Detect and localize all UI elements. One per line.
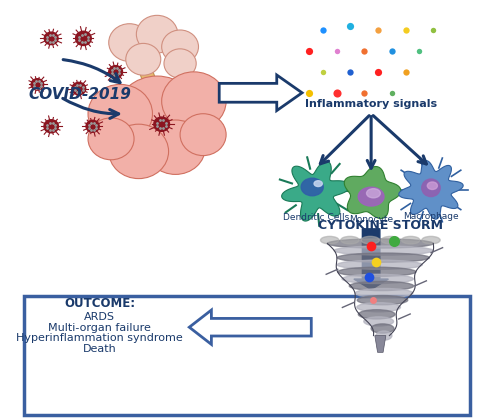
Circle shape (145, 120, 205, 174)
Ellipse shape (355, 289, 413, 298)
Polygon shape (219, 75, 302, 110)
Ellipse shape (422, 179, 440, 197)
Ellipse shape (381, 236, 400, 244)
Text: Death: Death (83, 344, 117, 354)
Circle shape (180, 114, 226, 155)
Ellipse shape (314, 181, 323, 186)
Text: Multi-organ failure: Multi-organ failure (48, 323, 151, 333)
Ellipse shape (422, 236, 440, 244)
Polygon shape (344, 166, 401, 218)
Circle shape (86, 120, 99, 132)
Polygon shape (282, 161, 350, 221)
Text: COVID-2019: COVID-2019 (28, 87, 131, 102)
Circle shape (109, 24, 150, 61)
Ellipse shape (371, 324, 394, 333)
Text: ARDS: ARDS (84, 312, 115, 322)
Circle shape (126, 43, 161, 75)
Circle shape (31, 79, 44, 90)
FancyBboxPatch shape (24, 296, 470, 415)
Ellipse shape (321, 236, 339, 244)
Ellipse shape (427, 182, 437, 189)
Ellipse shape (358, 187, 384, 206)
Text: Monocyte: Monocyte (349, 215, 393, 224)
Circle shape (72, 82, 86, 95)
Circle shape (109, 66, 122, 78)
Circle shape (75, 31, 91, 45)
Text: CYTOKINE STORM: CYTOKINE STORM (318, 219, 443, 232)
Polygon shape (125, 34, 159, 89)
Ellipse shape (357, 296, 408, 305)
Ellipse shape (367, 189, 380, 198)
Circle shape (162, 30, 199, 63)
Circle shape (136, 16, 178, 53)
Ellipse shape (341, 236, 359, 244)
Circle shape (88, 84, 153, 143)
Ellipse shape (337, 253, 429, 262)
Ellipse shape (361, 236, 379, 244)
Ellipse shape (342, 274, 413, 284)
Text: Dendritic Cells: Dendritic Cells (283, 213, 349, 223)
Ellipse shape (376, 331, 392, 340)
Circle shape (154, 117, 169, 131)
Circle shape (164, 49, 196, 78)
Polygon shape (189, 310, 312, 344)
Polygon shape (375, 336, 386, 352)
Polygon shape (354, 229, 388, 289)
Text: Inflammatory signals: Inflammatory signals (305, 100, 437, 110)
Ellipse shape (301, 178, 323, 196)
Text: OUTCOME:: OUTCOME: (64, 297, 135, 310)
Ellipse shape (357, 303, 400, 312)
Ellipse shape (338, 267, 416, 276)
Circle shape (116, 76, 199, 151)
Circle shape (162, 72, 226, 131)
Text: Macrophage: Macrophage (403, 212, 459, 221)
Ellipse shape (364, 317, 394, 326)
Ellipse shape (327, 239, 433, 248)
Circle shape (44, 120, 59, 133)
Ellipse shape (334, 246, 433, 255)
Ellipse shape (349, 281, 414, 291)
Circle shape (88, 118, 134, 160)
Text: Hyperinflammation syndrome: Hyperinflammation syndrome (16, 333, 183, 344)
Circle shape (109, 124, 168, 178)
Polygon shape (399, 160, 463, 219)
Ellipse shape (401, 236, 420, 244)
Ellipse shape (337, 260, 422, 269)
Circle shape (44, 32, 58, 45)
Ellipse shape (359, 310, 395, 319)
